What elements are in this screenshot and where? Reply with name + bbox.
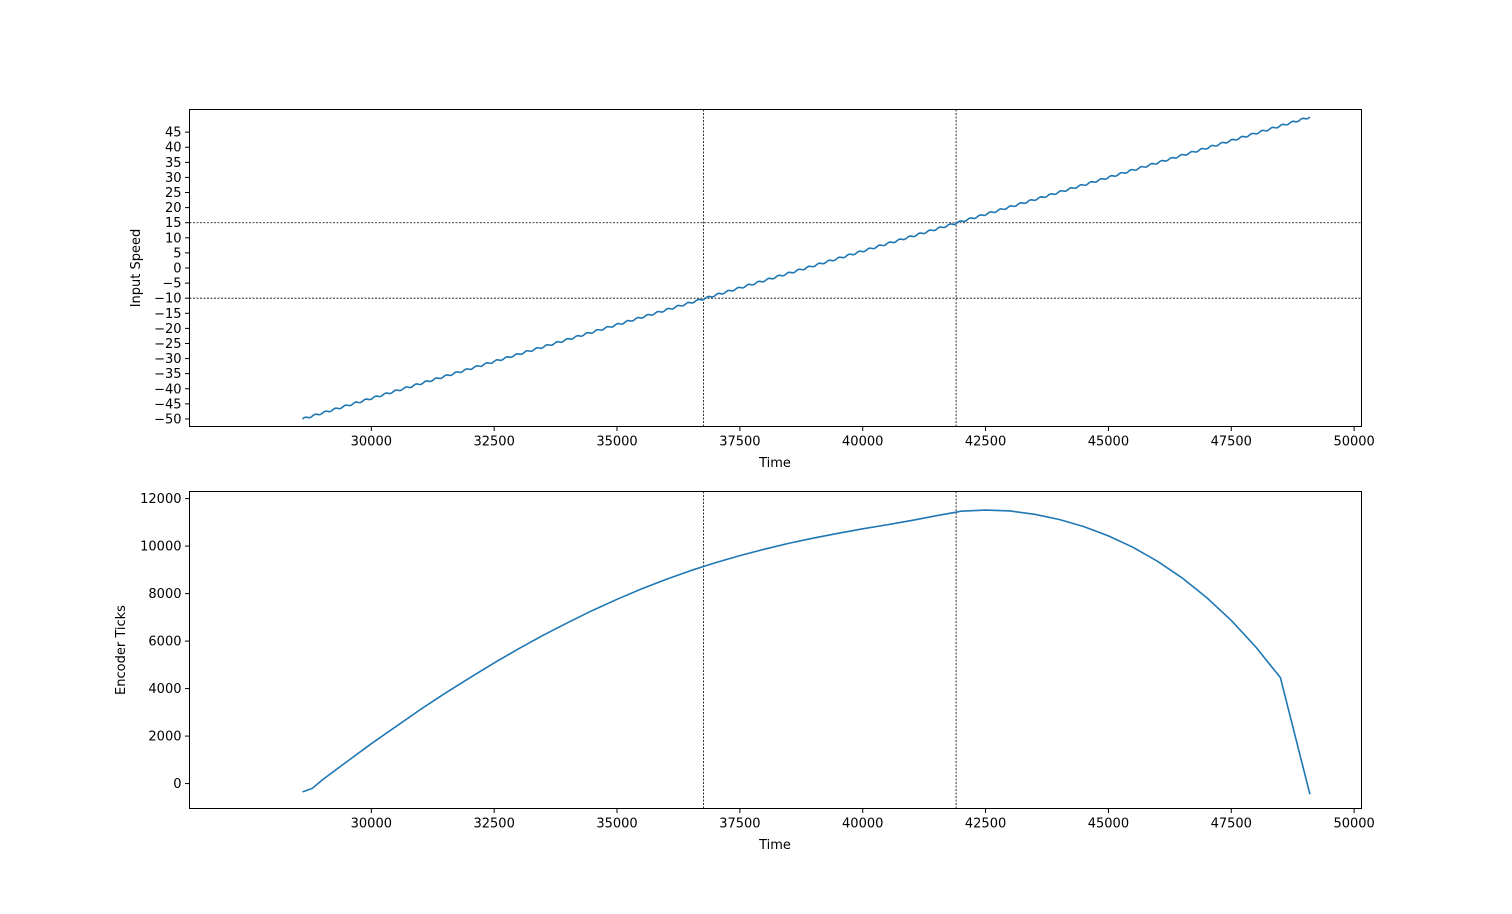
encoder-ticks-x-ticks: 30000 32500 35000 37500 40000 42500 45000 47500… [351,808,1375,832]
encoder-ticks-series-group [302,509,1311,795]
input-speed-x-tick-label: 40000 [842,435,883,450]
input-speed-y-tick-label: 10 [165,231,182,246]
encoder-ticks-x-tick-label: 45000 [1088,817,1129,832]
input-speed-subplot: 30000 32500 35000 37500 40000 42500 45000 47500… [129,109,1375,471]
input-speed-x-ticks: 30000 32500 35000 37500 40000 42500 45000 47500… [351,426,1375,450]
input-speed-y-tick-label: −35 [154,367,181,382]
input-speed-y-tick-label: −45 [154,397,181,412]
input-speed-x-tick-label: 35000 [596,435,637,450]
input-speed-y-tick-label: 20 [165,201,182,216]
input-speed-y-tick-label: −20 [154,322,181,337]
encoder-ticks-x-tick-label: 35000 [596,817,637,832]
encoder-ticks-x-tick-label: 30000 [351,817,392,832]
encoder-ticks-y-tick-label: 12000 [140,492,181,507]
input-speed-y-tick-label: 0 [173,262,181,277]
input-speed-y-axis-label: Input Speed [129,229,144,308]
encoder-ticks-x-axis-label: Time [758,838,791,853]
input-speed-x-tick-label: 37500 [719,435,760,450]
input-speed-y-ticks: −50−45−40−35−30−25−20−15−10−505101520253… [154,126,190,427]
input-speed-x-tick-label: 32500 [473,435,514,450]
input-speed-y-tick-label: 30 [165,171,182,186]
encoder-ticks-series-line-0 [302,509,1311,795]
input-speed-y-tick-label: −50 [154,412,181,427]
encoder-ticks-x-tick-label: 37500 [719,817,760,832]
input-speed-series-group [302,116,1311,420]
encoder-ticks-y-tick-label: 2000 [148,730,181,745]
input-speed-y-tick-label: −15 [154,307,181,322]
input-speed-y-tick-label: −10 [154,292,181,307]
encoder-ticks-y-axis-label: Encoder Ticks [114,605,129,695]
input-speed-x-tick-label: 45000 [1088,435,1129,450]
encoder-ticks-x-tick-label: 32500 [473,817,514,832]
encoder-ticks-reference-lines [703,491,957,809]
input-speed-y-tick-label: 15 [165,216,182,231]
input-speed-x-tick-label: 50000 [1333,435,1374,450]
input-speed-x-tick-label: 47500 [1211,435,1252,450]
encoder-ticks-y-tick-label: 8000 [148,587,181,602]
input-speed-y-tick-label: 35 [165,156,182,171]
encoder-ticks-y-tick-label: 4000 [148,682,181,697]
input-speed-reference-lines [189,109,1362,427]
encoder-ticks-y-tick-label: 0 [173,777,181,792]
input-speed-y-tick-label: −40 [154,382,181,397]
input-speed-y-tick-label: −30 [154,352,181,367]
input-speed-x-tick-label: 42500 [965,435,1006,450]
input-speed-x-axis-label: Time [758,456,791,471]
encoder-ticks-subplot: 30000 32500 35000 37500 40000 42500 45000 47500… [114,491,1375,853]
input-speed-x-tick-label: 30000 [351,435,392,450]
input-speed-plot-frame [189,109,1362,427]
input-speed-y-tick-label: 45 [165,126,182,141]
input-speed-y-tick-label: 25 [165,186,182,201]
input-speed-y-tick-label: −25 [154,337,181,352]
input-speed-y-tick-label: 5 [173,246,181,261]
input-speed-y-tick-label: −5 [162,277,181,292]
encoder-ticks-x-tick-label: 50000 [1333,817,1374,832]
encoder-ticks-y-ticks: 0 2000 4000 6000 8000 10000 12000 [140,492,190,792]
encoder-ticks-x-tick-label: 42500 [965,817,1006,832]
encoder-ticks-y-tick-label: 6000 [148,635,181,650]
input-speed-series-line-0 [302,116,1311,420]
encoder-ticks-x-tick-label: 47500 [1211,817,1252,832]
encoder-ticks-plot-frame [189,491,1362,809]
input-speed-y-tick-label: 40 [165,141,182,156]
encoder-ticks-y-tick-label: 10000 [140,540,181,555]
encoder-ticks-x-tick-label: 40000 [842,817,883,832]
